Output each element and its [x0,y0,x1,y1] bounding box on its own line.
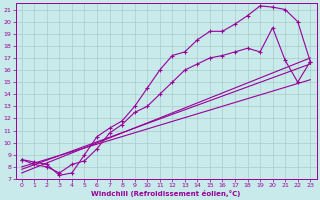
X-axis label: Windchill (Refroidissement éolien,°C): Windchill (Refroidissement éolien,°C) [91,190,241,197]
